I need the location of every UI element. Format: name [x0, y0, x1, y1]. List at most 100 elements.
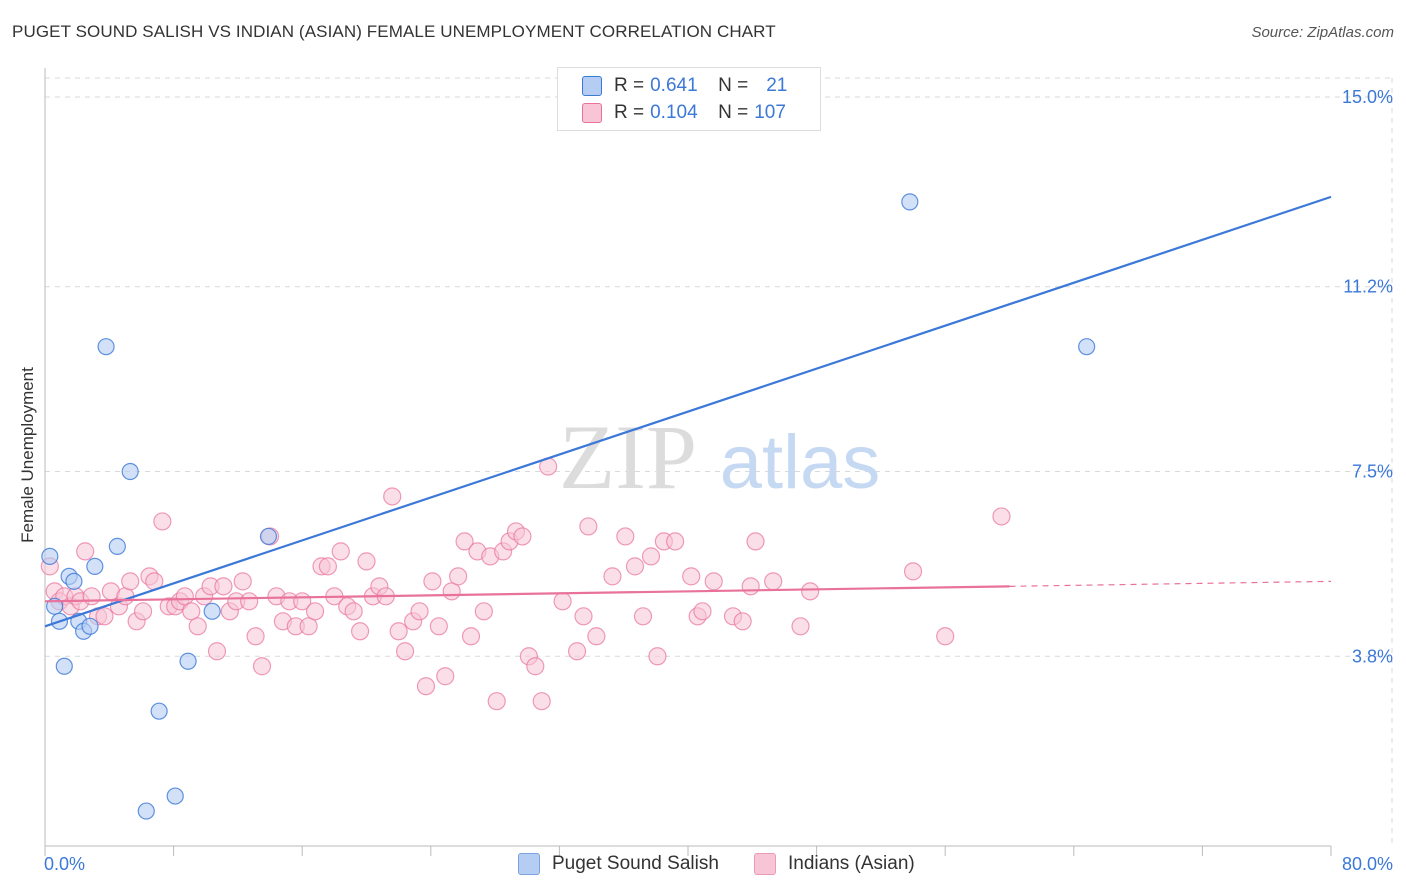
indians-asian-point	[76, 542, 95, 561]
puget-sound-salish-point	[108, 537, 126, 556]
indians-asian-point	[331, 542, 350, 561]
indians-asian-point	[903, 562, 923, 581]
legend-row-indians: R = 0.104 N = 107	[582, 101, 786, 125]
x-tick-label: 0.0%	[44, 854, 85, 874]
indians-asian-point	[436, 667, 455, 686]
indians-asian-point	[416, 677, 436, 696]
indians-asian-point	[746, 532, 765, 551]
trend-layer	[44, 195, 1332, 628]
legend-swatch-blue	[582, 76, 602, 96]
indians-asian-point	[299, 617, 318, 636]
indians-asian-point	[801, 582, 820, 601]
y-tick-label: 11.2%	[1343, 277, 1393, 297]
grid-layer	[45, 77, 1393, 846]
indians-asian-point	[252, 657, 272, 676]
indians-asian-point	[648, 647, 667, 666]
indians-asian-point	[553, 592, 572, 611]
legend-r-value: 0.104	[650, 102, 698, 123]
bottom-legend-swatch-pink	[754, 853, 776, 875]
y-tick-label: 7.5%	[1352, 462, 1393, 482]
puget-sound-salish-point	[121, 462, 139, 481]
indians-trend-line	[44, 585, 1010, 603]
puget-sound-salish-point	[55, 657, 73, 675]
indians-asian-point	[246, 627, 265, 646]
bottom-legend-indians: Indians (Asian)	[754, 851, 915, 877]
puget-sound-salish-point	[65, 572, 83, 590]
legend-n-value: 21	[766, 75, 788, 96]
indians-asian-point	[666, 532, 685, 551]
indians-asian-point	[587, 627, 606, 646]
indians-asian-point	[389, 622, 408, 641]
indians-asian-point	[603, 567, 622, 586]
indians-asian-point	[693, 602, 712, 621]
indians-asian-point	[579, 517, 598, 536]
puget-sound-salish-point	[203, 602, 221, 620]
watermark-zip: ZIP	[559, 406, 697, 508]
legend-n-value: 107	[754, 102, 786, 123]
correlation-legend: R = 0.641 N = 21 R = 0.104 N = 107	[557, 67, 821, 131]
bottom-legend-salish: Puget Sound Salish	[518, 851, 719, 877]
puget-sound-salish-point	[1078, 338, 1096, 356]
puget-sound-salish-point	[150, 702, 168, 720]
indians-asian-point	[633, 607, 653, 626]
legend-r-label: R =	[614, 102, 645, 123]
indians-asian-point	[82, 587, 101, 606]
puget-sound-salish-point	[86, 557, 104, 575]
indians-asian-point	[318, 557, 338, 576]
indians-asian-point	[121, 572, 140, 591]
indians-asian-point	[474, 602, 493, 621]
indians-asian-point	[455, 532, 474, 551]
indians-asian-point	[395, 642, 415, 661]
indians-asian-point	[350, 622, 370, 641]
indians-asian-point	[423, 572, 442, 591]
indians-asian-point	[233, 572, 252, 591]
x-tick-label: 80.0%	[1342, 854, 1393, 874]
axis-layer	[44, 68, 1332, 856]
y-tick-label: 3.8%	[1352, 646, 1393, 666]
indians-asian-point	[616, 527, 635, 546]
indians-trend-extension	[1009, 580, 1332, 587]
indians-asian-point	[240, 592, 259, 611]
indians-asian-point	[625, 557, 645, 576]
indians-asian-point	[733, 612, 752, 631]
indians-asian-point	[641, 547, 661, 566]
indians-asian-point	[357, 552, 376, 571]
indians-asian-point	[429, 617, 448, 636]
indians-asian-point	[992, 507, 1011, 526]
indians-asian-point	[207, 642, 227, 661]
y-tick-label: 15.0%	[1342, 87, 1393, 107]
puget-sound-salish-point	[259, 527, 278, 546]
indians-asian-point	[513, 527, 532, 546]
puget-sound-salish-point	[41, 547, 59, 565]
indians-asian-point	[175, 587, 194, 606]
puget-sound-salish-point	[81, 617, 99, 635]
puget-sound-salish-point	[179, 652, 197, 670]
indians-asian-point	[344, 602, 363, 621]
puget-sound-salish-point	[166, 787, 184, 805]
watermark-atlas: atlas	[720, 420, 881, 505]
indians-asian-point	[567, 642, 587, 661]
indians-asian-point	[133, 602, 153, 621]
bottom-legend-label: Indians (Asian)	[788, 853, 915, 874]
source-label: Source: ZipAtlas.com	[1251, 24, 1394, 41]
legend-r-value: 0.641	[650, 75, 698, 96]
indians-asian-point	[574, 607, 593, 626]
indians-asian-point	[704, 572, 723, 591]
indians-asian-point	[182, 602, 201, 621]
bottom-legend-label: Puget Sound Salish	[552, 853, 719, 874]
indians-asian-point	[936, 627, 955, 646]
indians-asian-point	[95, 607, 114, 626]
indians-asian-point	[153, 512, 172, 531]
indians-asian-point	[383, 487, 402, 506]
legend-n-label: N =	[718, 102, 749, 123]
puget-sound-salish-point	[137, 802, 155, 820]
indians-asian-point	[526, 657, 545, 676]
tick-label-layer: 3.8% 7.5% 11.2% 15.0% 0.0% 80.0%	[44, 87, 1393, 874]
puget-sound-salish-point	[901, 193, 919, 211]
indians-asian-point	[487, 692, 506, 711]
indians-asian-point	[764, 572, 783, 591]
bottom-legend-swatch-blue	[518, 853, 540, 875]
indians-asian-point	[188, 617, 207, 636]
indians-asian-point	[461, 627, 481, 646]
